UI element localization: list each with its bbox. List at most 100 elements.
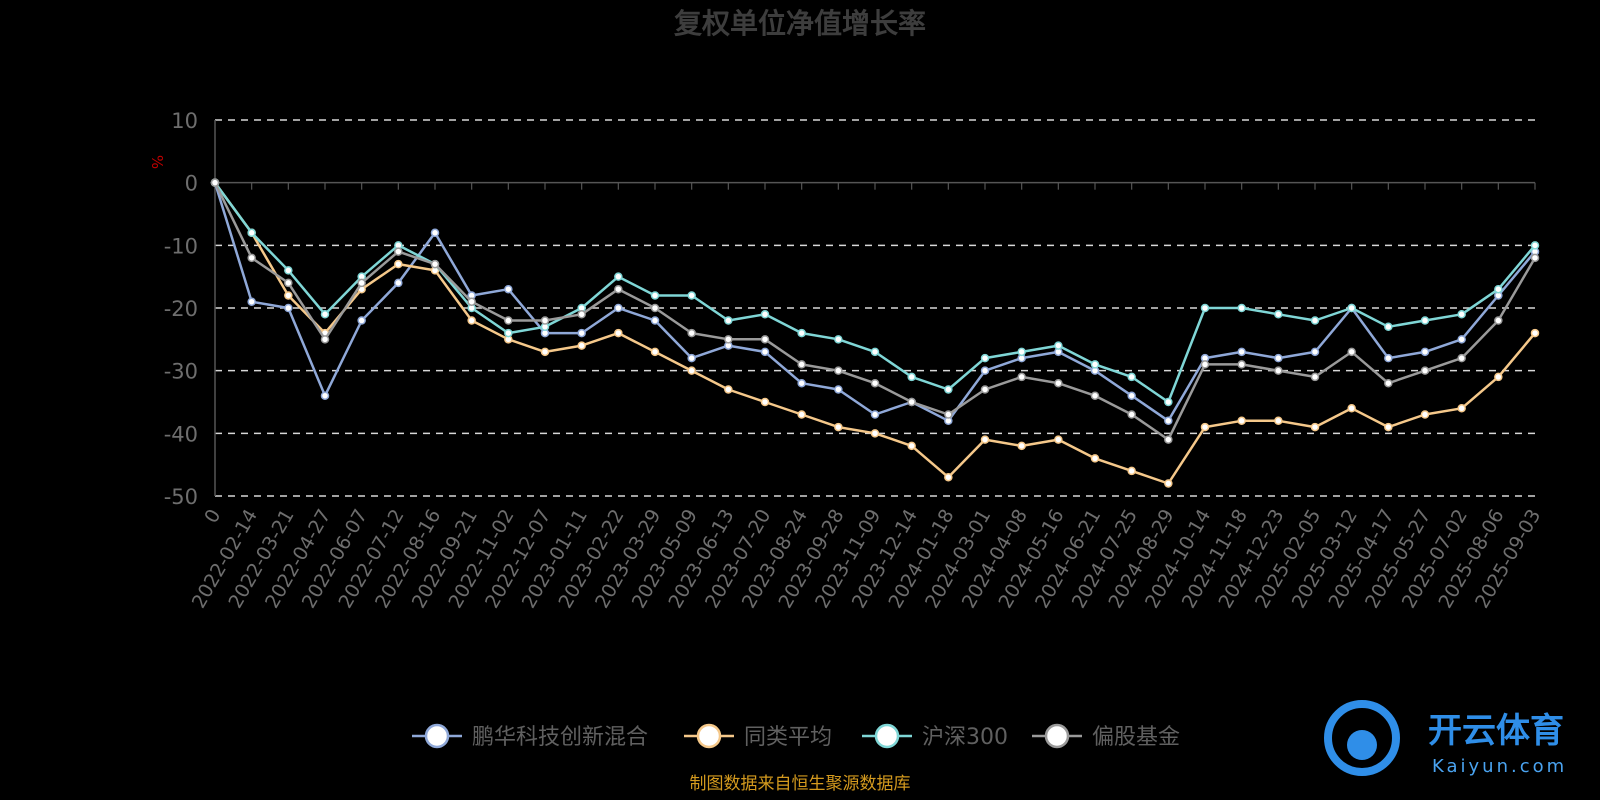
data-point: [724, 335, 733, 344]
legend-label: 同类平均: [744, 725, 832, 750]
data-point: [614, 328, 623, 338]
legend-marker: [696, 723, 722, 749]
y-tick-label: -50: [164, 485, 198, 509]
data-point: [504, 284, 513, 294]
legend-label: 偏股基金: [1092, 725, 1180, 750]
data-point: [1310, 422, 1320, 432]
data-point: [687, 291, 696, 300]
y-tick-label: 0: [185, 172, 198, 196]
data-point: [724, 316, 733, 325]
data-point: [1274, 366, 1283, 375]
data-point: [504, 328, 513, 338]
data-point: [907, 441, 916, 451]
y-axis-unit: %: [148, 155, 166, 169]
data-point: [540, 316, 550, 325]
data-point: [760, 335, 770, 344]
legend-label: 鹏华科技创新混合: [472, 725, 648, 750]
data-point: [1274, 310, 1283, 319]
data-point: [1457, 335, 1466, 344]
data-point: [1530, 253, 1540, 263]
data-point: [320, 310, 330, 319]
data-point: [907, 372, 916, 382]
y-tick-label: -10: [164, 234, 198, 258]
data-point: [247, 253, 256, 263]
data-point: [1127, 372, 1136, 382]
data-point: [1237, 347, 1246, 357]
data-point: [980, 435, 990, 444]
data-point: [1457, 404, 1466, 413]
data-point: [1090, 360, 1100, 369]
data-point: [687, 366, 696, 375]
watermark-main: 开云体育: [1428, 711, 1564, 751]
watermark-sub: Kaiyun.com: [1432, 756, 1567, 777]
data-point: [430, 259, 440, 269]
data-point: [540, 347, 550, 357]
data-point: [1164, 416, 1173, 426]
data-point: [834, 385, 843, 394]
data-point: [944, 385, 953, 394]
y-axis-ticks: 10 0 -10 -20 -30 -40 -50: [164, 109, 198, 509]
data-point: [1347, 404, 1356, 413]
data-point: [650, 303, 660, 313]
legend-item-3: 偏股基金: [1032, 723, 1180, 750]
data-point: [1200, 360, 1210, 369]
data-point: [284, 291, 293, 300]
data-point: [1090, 454, 1100, 463]
data-point: [284, 278, 293, 288]
chart-title: 复权单位净值增长率: [674, 7, 926, 40]
data-point: [650, 291, 660, 300]
data-point: [1274, 353, 1283, 363]
data-point: [320, 391, 330, 400]
data-point: [760, 347, 770, 357]
x-tick-label: 0: [200, 506, 225, 527]
data-point: [1494, 316, 1503, 325]
legend-marker: [1044, 723, 1070, 749]
data-point: [797, 378, 806, 388]
data-point: [980, 353, 990, 363]
data-point: [1054, 435, 1063, 444]
y-tick-label: -30: [164, 360, 198, 384]
data-point: [1457, 310, 1466, 319]
data-point: [1237, 360, 1246, 369]
data-point: [1494, 284, 1503, 294]
axes: [214, 120, 1536, 496]
legend-item-2: 沪深300: [862, 723, 1008, 750]
data-point: [1127, 391, 1136, 400]
data-point: [1420, 366, 1430, 375]
data-point: [980, 385, 990, 394]
data-point: [1054, 341, 1063, 350]
series-line: [213, 181, 1536, 485]
gridlines: [215, 119, 1535, 497]
data-point: [614, 272, 623, 281]
data-point: [1530, 241, 1540, 250]
data-point: [1237, 303, 1246, 313]
data-point: [430, 228, 440, 238]
data-point: [724, 385, 733, 394]
data-point: [1274, 416, 1283, 426]
data-point: [1457, 353, 1466, 363]
data-point: [650, 316, 660, 325]
data-point: [1090, 391, 1100, 400]
data-point: [1127, 466, 1136, 476]
data-point: [760, 397, 770, 407]
data-point: [357, 316, 366, 325]
data-point: [467, 297, 476, 306]
series-0: [210, 178, 1540, 426]
series-lines: [210, 178, 1540, 488]
data-point: [1310, 372, 1320, 382]
series-2: [210, 178, 1540, 407]
data-point: [614, 303, 623, 313]
data-point: [1164, 435, 1173, 444]
data-point: [834, 366, 843, 375]
x-axis-ticks: 02022-02-142022-03-212022-04-272022-06-0…: [188, 505, 1546, 612]
data-point: [797, 328, 806, 338]
data-point: [1384, 422, 1393, 432]
data-point: [1420, 410, 1430, 419]
data-point: [797, 360, 806, 369]
series-line: [213, 181, 1536, 404]
data-point: [1237, 416, 1246, 426]
data-point: [210, 178, 220, 187]
data-point: [797, 410, 806, 419]
data-point: [284, 303, 293, 313]
